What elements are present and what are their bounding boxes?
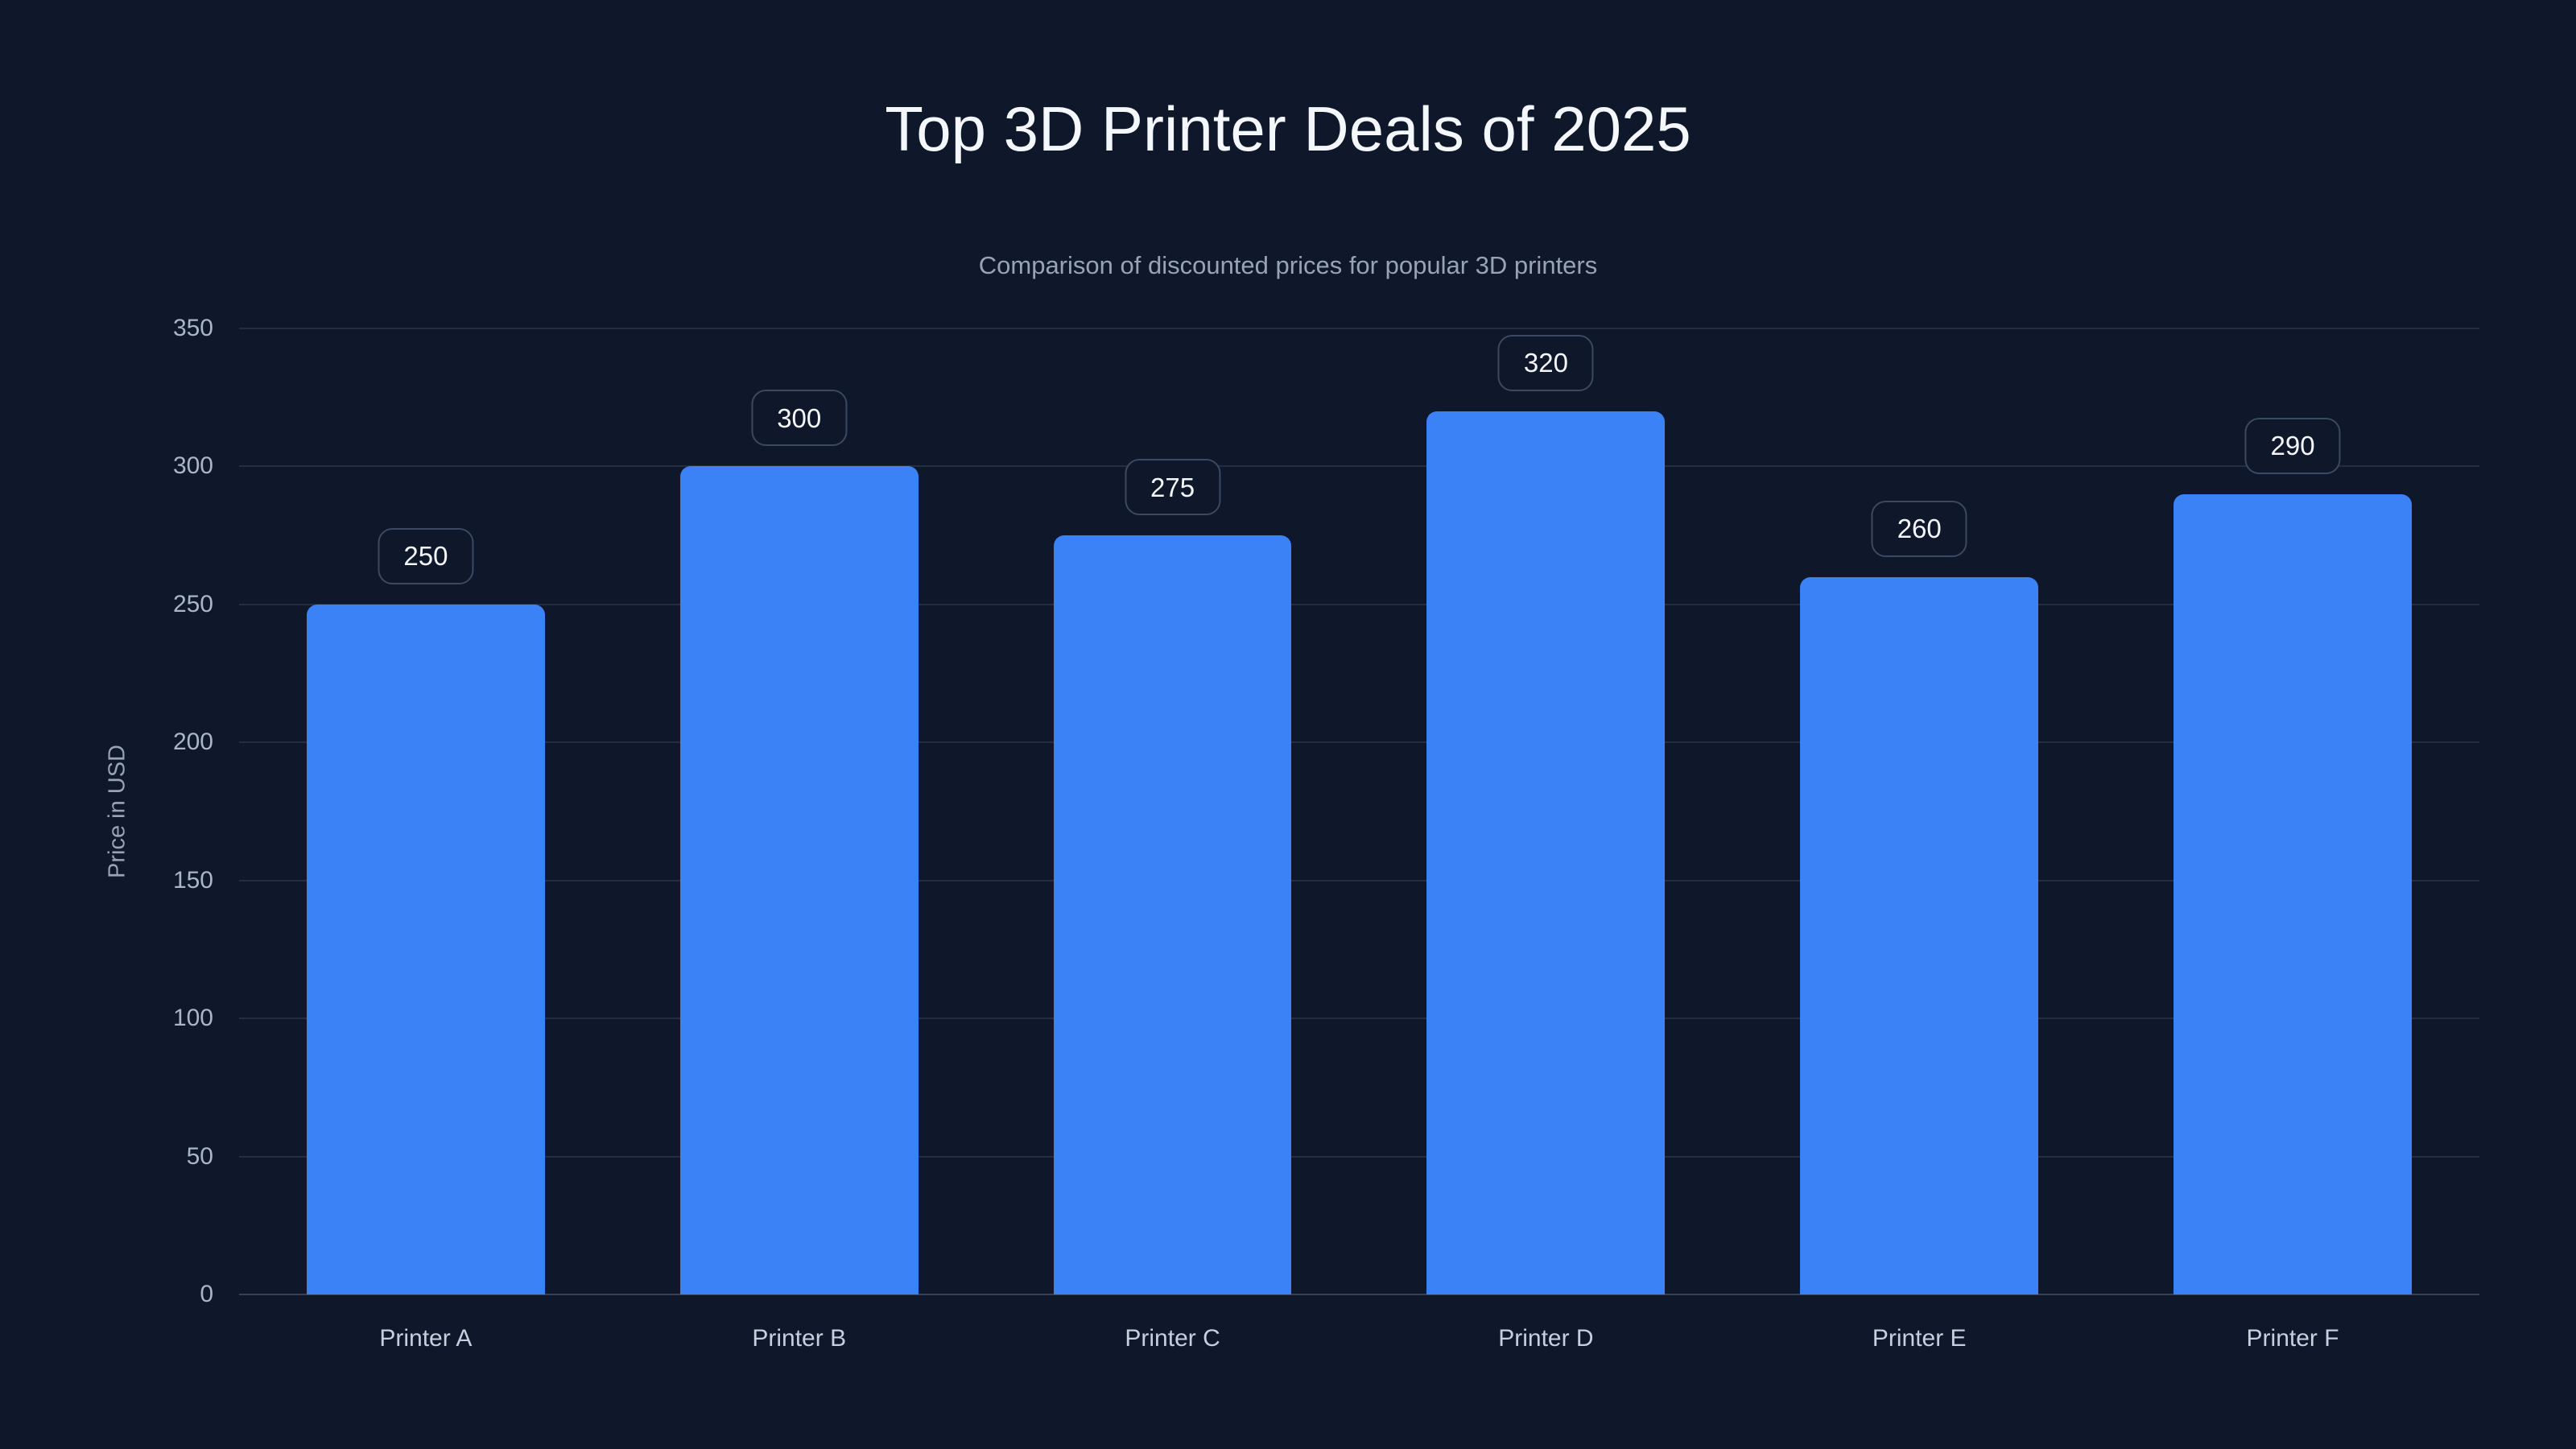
chart-title: Top 3D Printer Deals of 2025 xyxy=(885,93,1691,164)
bar-group-printer-c: 275 xyxy=(986,328,1360,1294)
bar-printer-a[interactable] xyxy=(306,604,545,1294)
x-tick-label-printer-c: Printer C xyxy=(1125,1325,1220,1352)
value-badge-printer-d: 320 xyxy=(1497,334,1594,391)
value-badge-printer-e: 260 xyxy=(1871,500,1967,557)
bar-group-printer-f: 290 xyxy=(2106,328,2479,1294)
x-tick-label-printer-e: Printer E xyxy=(1872,1325,1967,1352)
x-tick-label-printer-d: Printer D xyxy=(1498,1325,1594,1352)
gridline xyxy=(239,741,2479,744)
bar-printer-f[interactable] xyxy=(2174,493,2413,1294)
bar-printer-b[interactable] xyxy=(679,466,919,1294)
bar-printer-c[interactable] xyxy=(1053,535,1292,1294)
y-tick-label: 250 xyxy=(172,590,213,617)
gridline xyxy=(239,1018,2479,1020)
value-badge-printer-b: 300 xyxy=(751,390,848,447)
value-badge-printer-f: 290 xyxy=(2244,417,2341,474)
x-tick-label-printer-a: Printer A xyxy=(379,1325,473,1352)
bar-group-printer-b: 300 xyxy=(613,328,986,1294)
y-tick-label: 150 xyxy=(172,866,213,894)
gridline xyxy=(239,1155,2479,1158)
bar-group-printer-a: 250 xyxy=(239,328,613,1294)
bar-printer-e[interactable] xyxy=(1800,576,2039,1294)
x-axis-labels: Printer A Printer B Printer C Printer D Prin… xyxy=(239,1324,2479,1353)
gridline xyxy=(239,879,2479,881)
gridline xyxy=(239,603,2479,605)
bar-group-printer-e: 260 xyxy=(1732,328,2106,1294)
bar-printer-d[interactable] xyxy=(1426,411,1666,1294)
value-badge-printer-a: 250 xyxy=(378,527,474,584)
y-tick-label: 350 xyxy=(172,315,213,341)
y-tick-label: 200 xyxy=(172,729,213,756)
x-tick-label-printer-b: Printer B xyxy=(752,1325,847,1352)
chart-subtitle: Comparison of discounted prices for popu… xyxy=(978,251,1598,279)
y-tick-label: 100 xyxy=(172,1005,213,1032)
gridline xyxy=(239,328,2479,329)
y-tick-label: 0 xyxy=(200,1281,213,1307)
plot-area: 250 300 275 320 260 290 xyxy=(239,328,2479,1295)
bar-slots: 250 300 275 320 260 290 xyxy=(239,328,2479,1294)
x-axis-baseline xyxy=(239,1294,2479,1295)
bar-group-printer-d: 320 xyxy=(1359,328,1732,1294)
value-badge-printer-c: 275 xyxy=(1125,459,1221,516)
y-tick-label: 50 xyxy=(186,1142,213,1170)
x-tick-label-printer-f: Printer F xyxy=(2246,1325,2339,1352)
y-tick-label: 300 xyxy=(172,452,213,480)
y-axis-tick-labels: 0 50 100 150 200 250 300 350 xyxy=(0,316,213,1307)
gridline xyxy=(239,465,2479,468)
